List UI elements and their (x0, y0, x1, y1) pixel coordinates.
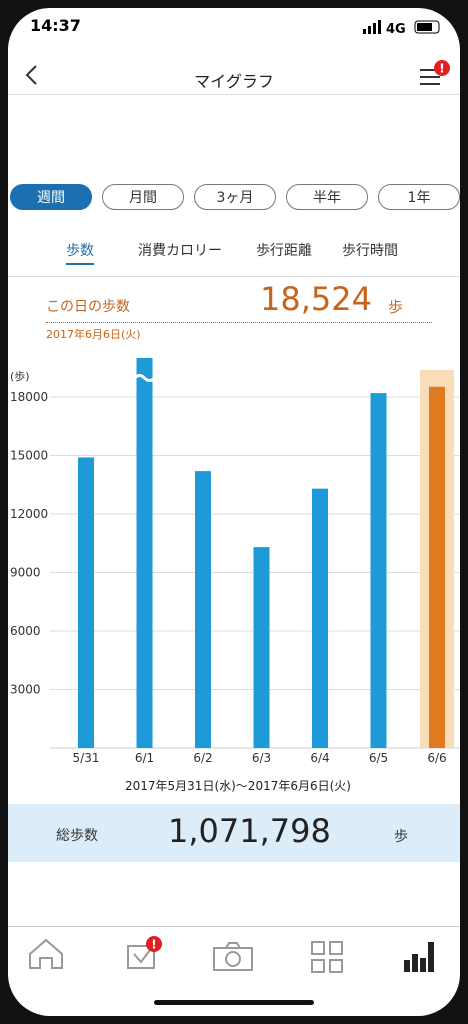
y-tick-label: 15000 (10, 449, 48, 463)
total-unit: 歩 (394, 829, 408, 845)
nav-home[interactable] (29, 938, 63, 969)
menu-badge: ! (439, 62, 444, 76)
bar (136, 358, 153, 748)
metric-tab[interactable]: 歩行距離 (256, 243, 312, 259)
day-label: この日の歩数 (46, 299, 130, 315)
total-value: 1,071,798 (168, 812, 331, 850)
x-tick-label: 6/3 (252, 751, 271, 765)
status-time: 14:37 (30, 16, 81, 35)
x-tick-label: 6/6 (427, 751, 446, 765)
bar (253, 547, 270, 748)
axis-break (133, 374, 156, 382)
nav-graph[interactable] (404, 942, 434, 972)
bar (429, 386, 445, 748)
day-value: 18,524 (260, 280, 372, 318)
period-tab[interactable]: 月間 (102, 184, 184, 210)
period-tab[interactable]: 半年 (286, 184, 368, 210)
menu-button[interactable]: ! (416, 56, 456, 92)
metric-tab[interactable]: 歩数 (66, 240, 94, 265)
nav-camera[interactable] (213, 942, 253, 971)
x-tick-label: 6/4 (310, 751, 329, 765)
chart: (歩) 3000 6000 9000 12000 15000 18000 5/31 6/1 6/2… (10, 358, 460, 793)
status-icons: 4G (363, 20, 440, 36)
x-tick-label: 5/31 (73, 751, 100, 765)
y-tick-label: 3000 (10, 683, 41, 697)
y-unit-label: (歩) (10, 369, 30, 383)
nav-badge: ! (151, 938, 156, 952)
x-tick-label: 6/1 (135, 751, 154, 765)
header-title: マイグラフ (194, 72, 274, 91)
bottom-nav: ! (29, 936, 434, 973)
y-tick-label: 9000 (10, 566, 41, 580)
period-tab[interactable]: 3ヶ月 (194, 184, 276, 210)
x-tick-label: 6/5 (369, 751, 388, 765)
period-tab[interactable]: 1年 (378, 184, 460, 210)
y-tick-label: 12000 (10, 507, 48, 521)
metric-tab[interactable]: 消費カロリー (138, 243, 222, 259)
total-label: 総歩数 (56, 828, 98, 844)
y-tick-label: 18000 (10, 390, 48, 404)
period-tab[interactable]: 週間 (10, 184, 92, 210)
back-button[interactable] (18, 60, 48, 90)
metric-tab[interactable]: 歩行時間 (342, 243, 398, 259)
y-tick-label: 6000 (10, 624, 41, 638)
bar (195, 471, 211, 748)
home-indicator (154, 1000, 314, 1005)
day-date: 2017年6月6日(火) (46, 328, 141, 341)
x-tick-label: 6/2 (193, 751, 212, 765)
bar (370, 393, 387, 748)
date-range: 2017年5月31日(水)〜2017年6月6日(火) (125, 779, 351, 793)
bar (78, 457, 94, 748)
day-unit: 歩 (388, 298, 404, 316)
screen: 14:37 4G マイグラフ ! この日の歩数 18,524 歩 2017年6月… (8, 8, 460, 1016)
bar (312, 488, 328, 748)
status-network: 4G (386, 22, 406, 36)
nav-grid[interactable] (311, 941, 343, 973)
total-panel: 総歩数 1,071,798 歩 (8, 804, 460, 862)
nav-goal[interactable] (127, 945, 155, 969)
